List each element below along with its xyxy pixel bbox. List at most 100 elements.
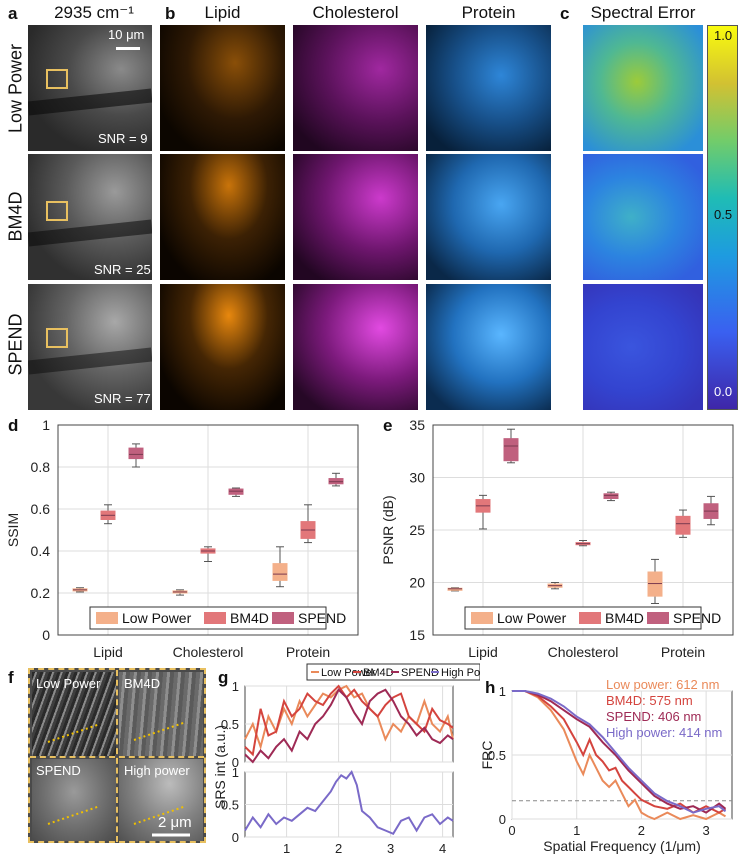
roi-box — [46, 201, 68, 221]
y-tick-label: 0.8 — [31, 459, 51, 475]
y-tick-label: 20 — [409, 575, 425, 591]
panel-f-container: Low Power BM4D SPEND High power 2 μm — [28, 668, 206, 843]
y-tick-label: 0 — [499, 812, 506, 827]
col-title-protein: Protein — [461, 3, 516, 22]
y-tick-label: 1 — [42, 417, 50, 433]
image-cholesterol-spend — [293, 284, 418, 410]
plot-frame — [57, 424, 359, 636]
row-label-low-power: Low Power — [5, 43, 26, 134]
image-2935-spend: SNR = 77 — [28, 284, 152, 410]
y-tick-label: 25 — [409, 522, 425, 538]
legend-label: Low Power — [321, 667, 376, 679]
image-cholesterol-low-power — [293, 25, 418, 151]
y-tick-label: 0.6 — [31, 501, 51, 517]
col-title-lipid: Lipid — [204, 3, 241, 22]
profile-line — [47, 723, 101, 743]
legend-label: High Power — [441, 667, 480, 679]
image-cholesterol-bm4d — [293, 154, 418, 280]
x-tick-label: 1 — [283, 841, 290, 856]
x-tick-label: 2 — [335, 841, 342, 856]
image-protein-spend — [426, 284, 551, 410]
chart-psnr: 15 20 25 30 35 Lipid Cholesterol Protein PSNR (d… — [380, 417, 734, 660]
profile-line — [133, 721, 187, 741]
legend-swatch — [579, 612, 601, 624]
image-error-bm4d — [583, 154, 703, 280]
legend-swatch — [471, 612, 493, 624]
y-axis-label: PSNR (dB) — [380, 495, 396, 564]
legend-swatch — [272, 612, 294, 624]
panel-letter-h: h — [485, 678, 496, 697]
panel-letter-b: b — [165, 4, 176, 23]
panel-f-high-power — [119, 759, 203, 841]
series-line — [512, 690, 727, 814]
legend-label: Low Power — [122, 610, 192, 626]
image-error-spend — [583, 284, 703, 410]
panel-f-label-bm4d: BM4D — [124, 676, 161, 691]
y-tick-label: 1 — [232, 765, 239, 780]
y-tick-label: 35 — [409, 417, 425, 433]
y-tick-label: 15 — [409, 627, 425, 643]
frc-annotation: Low power: 612 nm — [606, 677, 719, 692]
legend-label: BM4D — [363, 667, 394, 679]
legend-swatch — [647, 612, 669, 624]
x-tick-label: Lipid — [93, 644, 123, 660]
series-line — [244, 770, 454, 836]
panel-f-scale-label: 2 μm — [158, 814, 192, 831]
frc-annotation: High power: 414 nm — [606, 725, 722, 740]
image-2935-low-power: 10 μm SNR = 9 — [28, 25, 152, 151]
frc-annotation: BM4D: 575 nm — [606, 693, 693, 708]
image-protein-low-power — [426, 25, 551, 151]
row-label-spend: SPEND — [5, 313, 26, 376]
legend-swatch — [96, 612, 118, 624]
image-lipid-low-power — [160, 25, 285, 151]
panel-f-label-spend: SPEND — [36, 763, 81, 778]
y-axis-label: FRC — [480, 741, 495, 770]
x-tick-label: Cholesterol — [548, 644, 619, 660]
y-tick-label: 1 — [499, 684, 506, 699]
box — [603, 493, 619, 500]
x-axis-label: Spatial Frequency (1/μm) — [543, 838, 700, 854]
snr-label-low-power: SNR = 9 — [98, 131, 148, 146]
y-tick-label: 30 — [409, 470, 425, 486]
col-title-cholesterol: Cholesterol — [312, 3, 399, 22]
series-line — [512, 690, 727, 821]
y-tick-label: 0.5 — [488, 748, 506, 763]
legend-label: BM4D — [230, 610, 269, 626]
legend-label: SPEND — [673, 610, 721, 626]
x-tick-label: Lipid — [468, 644, 498, 660]
y-tick-label: 0.4 — [31, 543, 51, 559]
frc-annotation: SPEND: 406 nm — [606, 709, 701, 724]
panel-letter-a: a — [8, 4, 18, 23]
image-lipid-spend — [160, 284, 285, 410]
snr-label-spend: SNR = 77 — [94, 391, 151, 406]
legend-label: BM4D — [605, 610, 644, 626]
profile-line — [133, 805, 187, 825]
y-tick-label: 0.5 — [221, 717, 239, 732]
profile-line — [47, 805, 101, 825]
y-axis-label: SRS int (a.u.) — [215, 725, 228, 809]
colorbar-tick-top: 1.0 — [714, 28, 733, 43]
panel-f-bm4d — [119, 672, 203, 756]
image-2935-bm4d: SNR = 25 — [28, 154, 152, 280]
colorbar — [707, 25, 738, 410]
x-tick-label: Protein — [286, 644, 330, 660]
y-tick-label: 0.2 — [31, 585, 51, 601]
box — [272, 563, 288, 581]
row-label-bm4d: BM4D — [5, 191, 26, 242]
series-line — [244, 688, 454, 764]
box — [128, 447, 144, 460]
x-tick-label: 4 — [439, 841, 446, 856]
x-tick-label: Protein — [661, 644, 705, 660]
colorbar-tick-mid: 0.5 — [714, 207, 733, 222]
box — [675, 515, 691, 535]
chart-ssim: 0 0.2 0.4 0.6 0.8 1 Lipid Cholesterol Protein SSI… — [5, 417, 359, 660]
panel-letter-g: g — [218, 668, 229, 687]
x-tick-label: 0 — [508, 823, 515, 838]
roi-box — [46, 328, 68, 348]
y-tick-label: 0 — [232, 755, 239, 770]
y-axis-label: SSIM — [5, 513, 21, 547]
roi-box — [46, 69, 68, 89]
panel-letter-d: d — [8, 416, 19, 435]
